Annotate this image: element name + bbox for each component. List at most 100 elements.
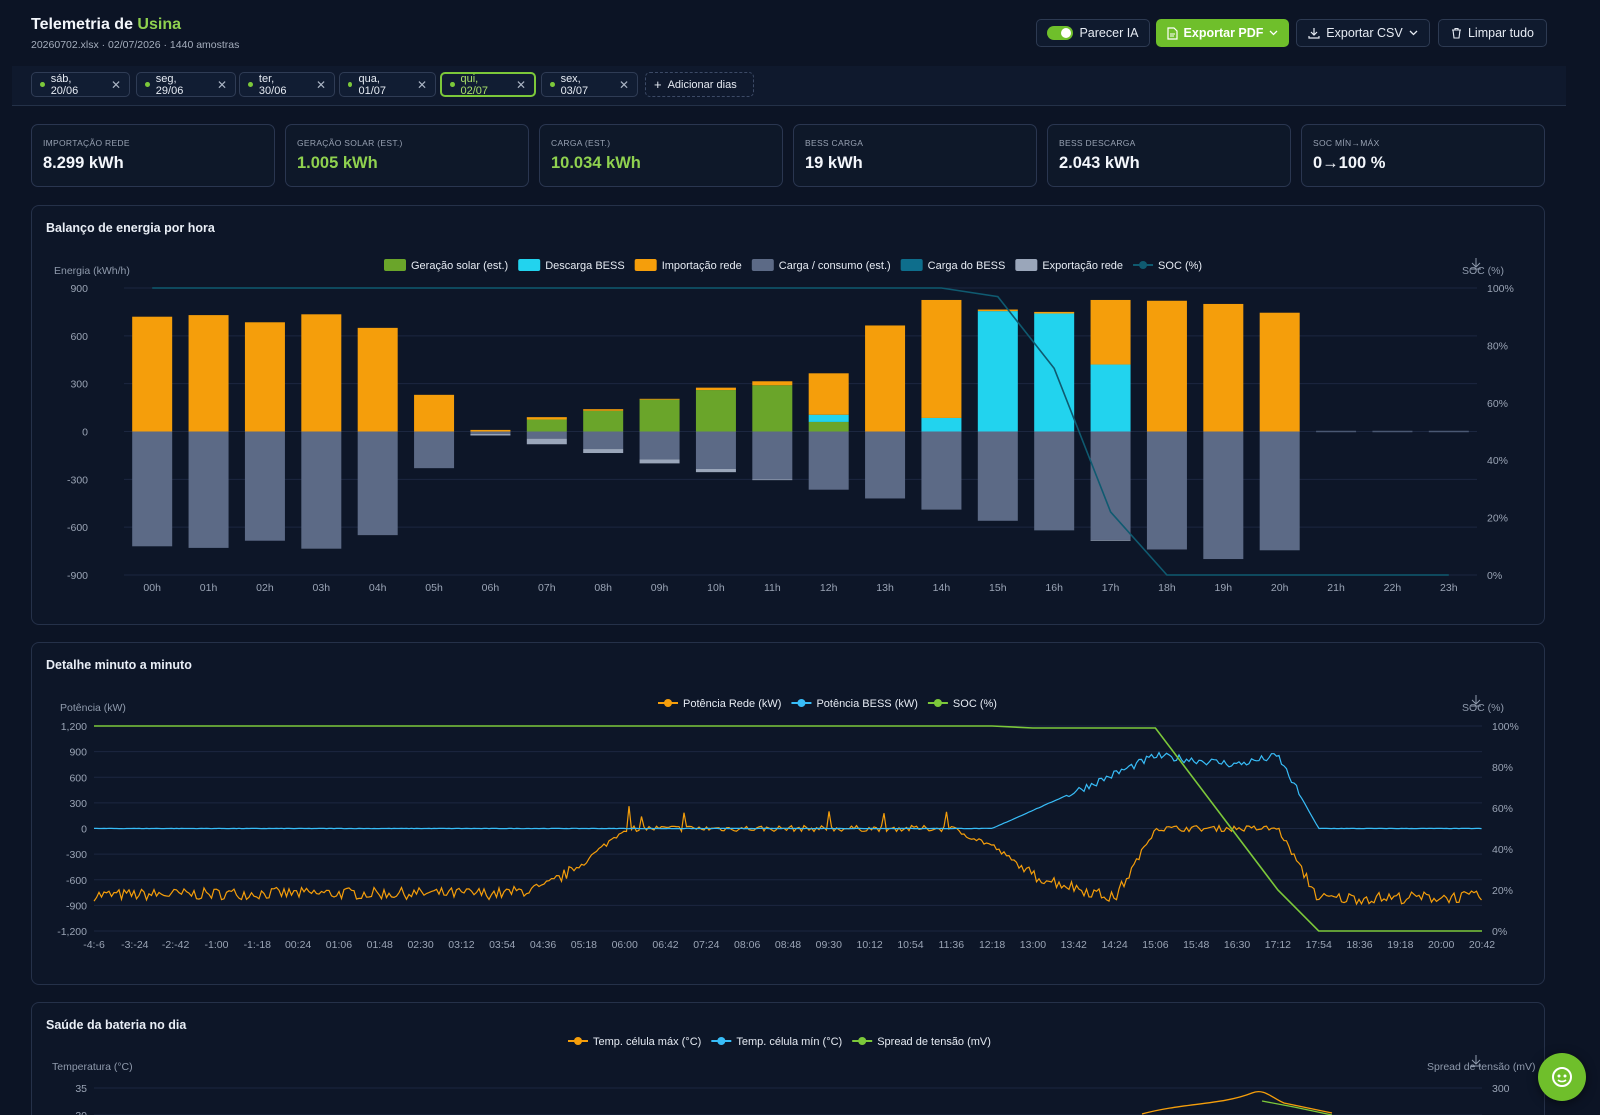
close-icon[interactable]: ✕ (618, 77, 629, 92)
download-icon (1471, 258, 1481, 270)
load-bar (695, 431, 736, 469)
load-bar (357, 431, 398, 536)
grid-import-bar (1090, 299, 1131, 365)
status-dot-icon (248, 82, 253, 87)
legend-swatch (933, 699, 942, 707)
x-tick-label: 15:48 (1183, 939, 1209, 951)
solar-bar (526, 419, 567, 432)
battery-health-panel: Saúde da bateria no dia Temperatura (°C)… (31, 1002, 1545, 1115)
x-tick-label: 02h (256, 582, 274, 594)
x-tick-label: 15h (989, 582, 1007, 594)
x-tick-label: 13:00 (1020, 939, 1046, 951)
soc-line (152, 287, 1449, 576)
day-chip-active[interactable]: qui, 02/07 ✕ (440, 72, 536, 97)
x-tick-label: 13:42 (1061, 939, 1087, 951)
close-icon[interactable]: ✕ (110, 77, 121, 92)
hourly-balance-chart: 900 600 300 0 -300 -600 -900 100% 80% 60% 40% 20% 0%… (54, 258, 1514, 594)
plus-icon: + (654, 77, 662, 92)
ai-opinion-toggle[interactable]: Parecer IA (1036, 19, 1150, 47)
x-tick-label: 12h (820, 582, 838, 594)
kpi-card-grid-import: Importação rede 8.299 kWh (31, 124, 275, 187)
x-tick-label: 13h (876, 582, 894, 594)
add-days-button[interactable]: + Adicionar dias (645, 72, 754, 97)
y2-tick-label: 0% (1487, 570, 1502, 582)
x-tick-label: 18:36 (1346, 939, 1372, 951)
clear-all-button[interactable]: Limpar tudo (1438, 19, 1547, 47)
close-icon[interactable]: ✕ (515, 77, 526, 92)
legend-label: Potência Rede (kW) (683, 698, 781, 710)
x-tick-label: 11h (764, 582, 781, 594)
load-bar (188, 431, 229, 548)
legend-label: Carga / consumo (est.) (779, 260, 891, 272)
solar-bar (808, 421, 849, 432)
minute-detail-panel: Detalhe minuto a minuto 1,200 900 600 300 0 -… (31, 642, 1545, 985)
y-tick-label: -900 (67, 570, 88, 582)
x-tick-label: 20h (1271, 582, 1289, 594)
voltage-spread-line (1261, 1100, 1333, 1115)
legend-swatch (858, 1037, 867, 1045)
download-icon (1308, 28, 1320, 39)
grid-import-bar (865, 325, 906, 432)
legend-swatch (634, 259, 657, 271)
day-chip[interactable]: ter, 30/06 ✕ (239, 72, 335, 97)
export-pdf-label: Exportar PDF (1183, 26, 1264, 40)
x-tick-label: 04h (369, 582, 387, 594)
export-pdf-button[interactable]: Exportar PDF (1156, 19, 1289, 47)
y-tick-label: -300 (67, 474, 88, 486)
y2-tick-label: 40% (1492, 844, 1513, 856)
x-tick-label: -1:00 (205, 939, 229, 951)
load-bar (1146, 431, 1187, 550)
solar-bar (639, 399, 680, 432)
legend-label: Temp. célula máx (°C) (593, 1036, 701, 1048)
legend-swatch (900, 259, 923, 271)
kpi-value: 8.299 kWh (43, 154, 124, 172)
assistant-button[interactable] (1538, 1053, 1586, 1101)
x-tick-label: 14h (933, 582, 951, 594)
kpi-card-solar: Geração solar (est.) 1.005 kWh (285, 124, 529, 187)
kpi-label: BESS descarga (1059, 138, 1136, 148)
x-tick-label: 08h (594, 582, 612, 594)
kpi-value: 0→100 % (1313, 154, 1386, 172)
y-tick-label: 900 (70, 283, 88, 295)
x-tick-label: 17:12 (1265, 939, 1291, 951)
grid-import-bar (244, 322, 285, 432)
x-tick-label: 16h (1045, 582, 1063, 594)
x-tick-label: 20:00 (1428, 939, 1454, 951)
grid-import-bar (695, 387, 736, 391)
day-chip[interactable]: qua, 01/07 ✕ (339, 72, 436, 97)
y-tick-label: -300 (66, 849, 87, 861)
grid-export-bar (639, 459, 680, 464)
close-icon[interactable]: ✕ (315, 77, 326, 92)
x-tick-label: 03:54 (489, 939, 515, 951)
day-selector-bar: sáb, 20/06 ✕ seg, 29/06 ✕ ter, 30/06 ✕ qua,… (12, 66, 1566, 106)
minute-detail-chart: 1,200 900 600 300 0 -300 -600 -900 -1,200 100% 80%… (57, 695, 1519, 951)
day-chip[interactable]: sáb, 20/06 ✕ (31, 72, 130, 97)
load-bar (1203, 431, 1244, 560)
y-tick-label: 1,200 (61, 721, 87, 733)
legend-swatch (717, 1037, 726, 1045)
panel-title: Balanço de energia por hora (46, 221, 215, 235)
close-icon[interactable]: ✕ (416, 77, 427, 92)
day-chip[interactable]: sex, 03/07 ✕ (541, 72, 638, 97)
y2-tick-label: 80% (1492, 762, 1513, 774)
x-tick-label: 09:30 (816, 939, 842, 951)
legend-label: Potência BESS (kW) (816, 698, 917, 710)
status-dot-icon (348, 82, 353, 87)
title-prefix: Telemetria de (31, 16, 133, 33)
x-tick-label: 01h (200, 582, 218, 594)
legend-label: Spread de tensão (mV) (877, 1036, 991, 1048)
close-icon[interactable]: ✕ (216, 77, 227, 92)
grid-import-bar (526, 417, 567, 420)
export-csv-button[interactable]: Exportar CSV (1296, 19, 1430, 47)
x-tick-label: -1:-18 (244, 939, 272, 951)
grid-import-bar (470, 429, 511, 432)
trash-icon (1451, 27, 1461, 39)
x-tick-label: 06h (482, 582, 500, 594)
legend-label: Descarga BESS (545, 260, 624, 272)
x-tick-label: 08:48 (775, 939, 801, 951)
day-chip[interactable]: seg, 29/06 ✕ (136, 72, 236, 97)
legend-label: Importação rede (662, 260, 742, 272)
x-tick-label: 03:12 (448, 939, 474, 951)
legend-label: SOC (%) (953, 698, 997, 710)
y-axis-title: Potência (kW) (60, 702, 126, 714)
